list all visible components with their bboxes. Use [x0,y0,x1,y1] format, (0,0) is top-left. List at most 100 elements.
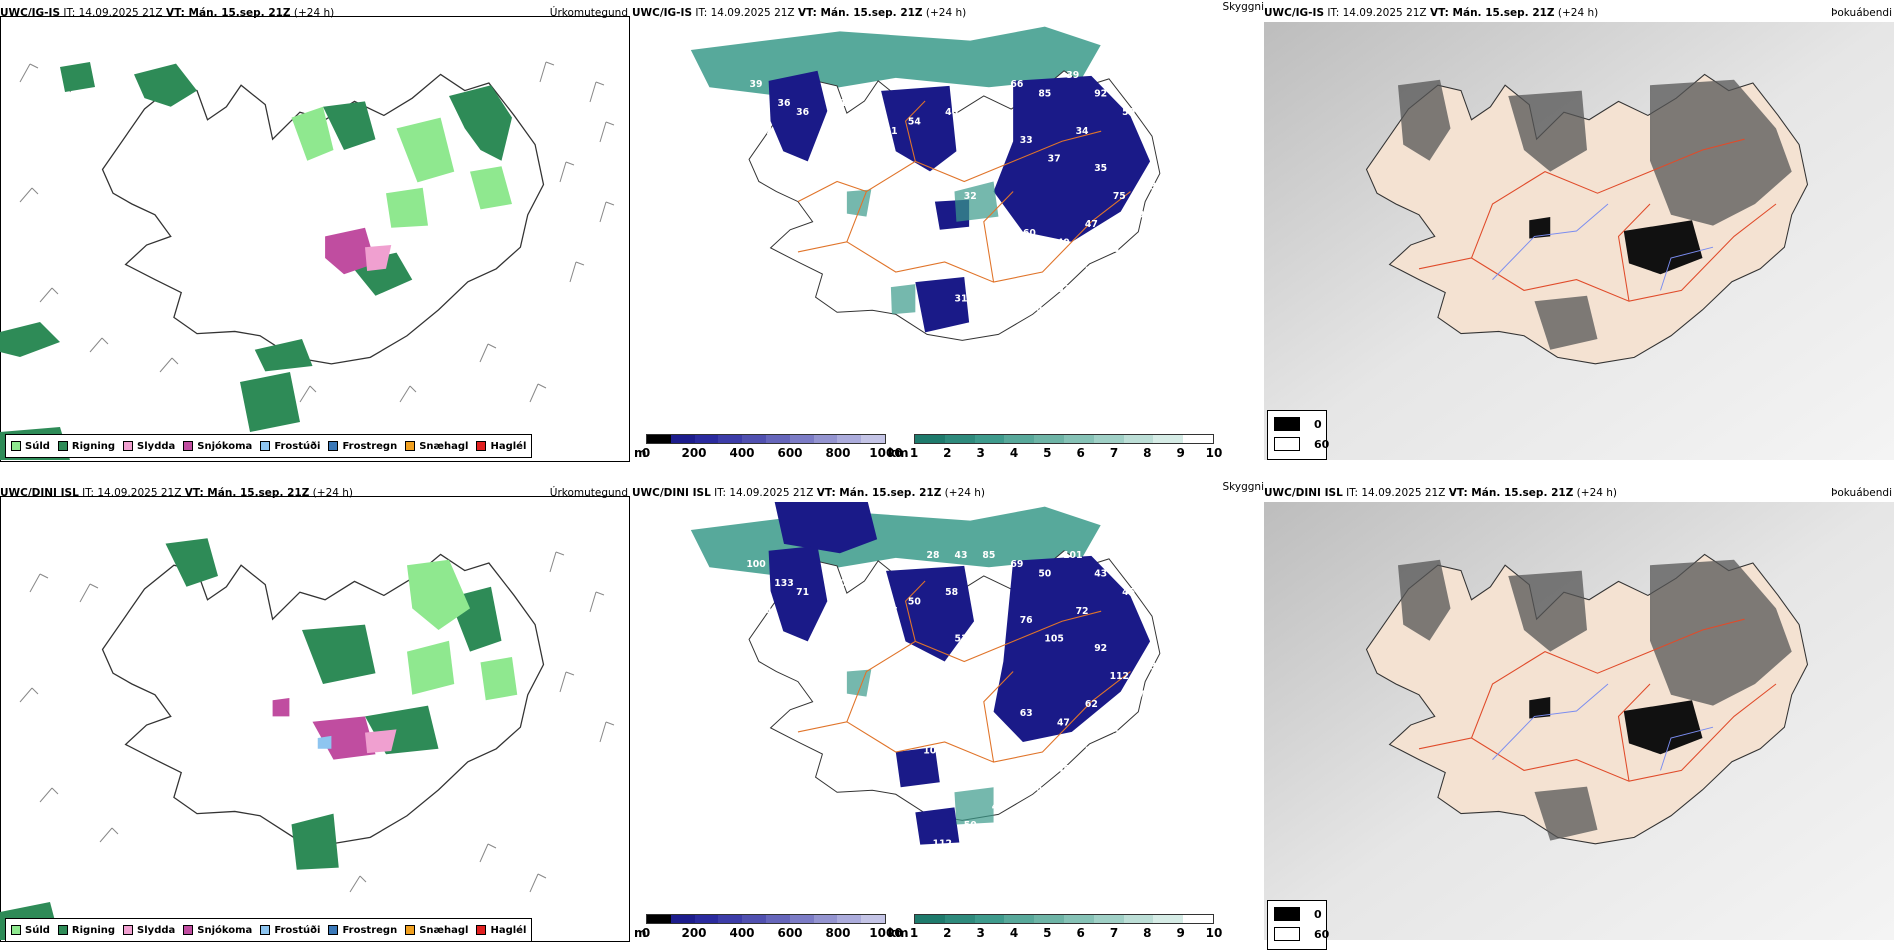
valid-time: VT: Mán. 15.sep. 21Z [1429,7,1555,19]
cloud-base-value: 58 [945,587,958,598]
cloud-base-value: 35 [927,177,940,188]
legend-swatch [328,441,339,451]
legend-label: Haglél [490,440,527,452]
colorbar-tick: 6 [1076,446,1085,460]
fog-legend-swatch [1274,927,1300,941]
visibility-patches [846,181,999,315]
legend-label: Frostregn [342,924,398,936]
fog-legend: 0 60 [1267,410,1330,460]
cloud-base-value: 69 [1010,559,1023,570]
cloud-base-value: 59 [1169,634,1182,645]
legend-item: Slydda [123,925,175,936]
fog-legend-value: 60 [1314,437,1330,451]
colorbar-step [1183,435,1213,443]
sleet-area [365,245,392,271]
cloud-base-value: 50 [1038,569,1051,580]
panel-title: Úrkomutegund [549,7,628,19]
visibility-map: 100 133 44 71 40 42 84 57 50 58 52 51 64 77 76 105 72 92 1… [690,502,1182,859]
legend-swatch [11,441,21,451]
cloud-base-value: 54 [908,116,921,127]
cloud-base-value: 57 [815,312,828,323]
legend-label: Snjókoma [197,924,253,936]
precip-map [0,61,615,460]
legend-item: Haglél [476,441,526,452]
cloud-base-value: 31 [833,98,846,109]
legend-swatch [328,925,339,935]
legend-item: Frostregn [328,441,397,452]
cloud-base-value: 43 [954,550,967,561]
colorbar-tick: 9 [1176,446,1185,460]
valid-time: VT: Mán. 15.sep. 21Z [797,7,923,19]
legend-item: Frostúði [260,925,320,936]
ceiling-colorbar-bar [646,434,886,444]
cloud-base-value: 337 [793,331,812,342]
cloud-base-value: 54 [833,293,846,304]
fog-legend: 0 60 [1267,900,1330,950]
lead-time: (+24 h) [1557,7,1599,19]
cloud-base-value: 50 [1029,303,1042,314]
cloud-base-value: 39 [1150,182,1163,193]
cloud-base-value: 75 [1113,191,1126,202]
colorbar-tick: 5 [1043,446,1052,460]
colorbar-step [670,915,695,923]
visibility-unit: km [888,446,909,460]
legend-swatch [260,925,271,935]
valid-time: VT: Mán. 15.sep. 21Z [1448,487,1574,499]
cloud-base-value: 55 [880,829,893,840]
cloud-base-value: 29 [1131,210,1144,221]
colorbar-step [1004,915,1035,923]
cloud-base-value: 50 [1122,107,1135,118]
cloud-base-value: 38 [1085,746,1098,757]
cloud-base-value: 96 [1029,783,1042,794]
cloud-base-value: 49 [908,368,921,379]
fog-panel-row1: UWC/IG-IS IT: 14.09.2025 21Z VT: Mán. 15… [1264,0,1900,460]
cloud-base-labels: 100 133 44 71 40 42 84 57 50 58 52 51 64 77 76 105 72 92 1… [746,550,1181,859]
precip-legend: Súld Rigning Slydda Snjókoma Frostúði Fr… [5,434,533,458]
lead-time: (+24 h) [1576,487,1618,499]
cloud-base-value: 32 [964,191,977,202]
legend-label: Frostúði [274,440,321,452]
precip-panel-row2: UWC/DINI ISL IT: 14.09.2025 21Z VT: Mán.… [0,480,630,942]
init-time: 14.09.2025 21Z [97,487,182,499]
visibility-panel-row2: UWC/DINI ISL IT: 14.09.2025 21Z VT: Mán.… [632,480,1264,940]
init-time: 14.09.2025 21Z [729,487,814,499]
precip-panel-row1: UWC/IG-IS IT: 14.09.2025 21Z VT: Mán. 15… [0,0,630,462]
legend-swatch [183,925,194,935]
fog-panel-row2: UWC/DINI ISL IT: 14.09.2025 21Z VT: Mán.… [1264,480,1900,950]
cloud-base-value: 67 [787,829,800,840]
legend-swatch [123,925,134,935]
legend-item: Frostregn [328,925,397,936]
cloud-base-value: 100 [746,559,766,570]
colorbar-tick: 1 [909,926,919,940]
colorbar-step [694,915,719,923]
lead-time: (+24 h) [293,7,335,19]
cloud-base-value: 32 [954,154,967,165]
cloud-base-value: 34 [1076,126,1089,137]
colorbar-step [647,915,671,923]
cloud-base-value: 37 [1048,154,1061,165]
panel-header: UWC/IG-IS IT: 14.09.2025 21Z VT: Mán. 15… [632,1,1264,23]
cloud-base-value: 47 [1057,718,1070,729]
colorbar-tick: 1000 [869,446,903,460]
cloud-base-value: 77 [964,671,977,682]
valid-time: VT: Mán. 15.sep. 21Z [816,487,942,499]
legend-swatch [260,441,271,451]
cloud-base-value: 63 [1020,708,1033,719]
colorbar-step [813,915,838,923]
fog-legend-value: 60 [1314,927,1330,941]
cloud-base-value: 33 [964,340,977,351]
cloud-base-value: 35 [1094,163,1107,174]
colorbar-tick: 10 [1205,926,1223,940]
panel-title: Skyggni [1222,1,1265,13]
cloud-base-value: 92 [1094,643,1107,654]
cloud-base-value: 33 [1020,135,1033,146]
colorbar-tick: 200 [681,926,707,940]
colorbar-tick: 0 [641,926,651,940]
colorbar-tick: 10 [1205,446,1223,460]
legend-label: Rigning [71,924,116,936]
fog-map [1264,502,1894,940]
colorbar-tick: 7 [1109,926,1119,940]
colorbar-step [915,435,945,443]
colorbar-step [1123,435,1154,443]
cloud-base-value: 103 [793,811,812,822]
